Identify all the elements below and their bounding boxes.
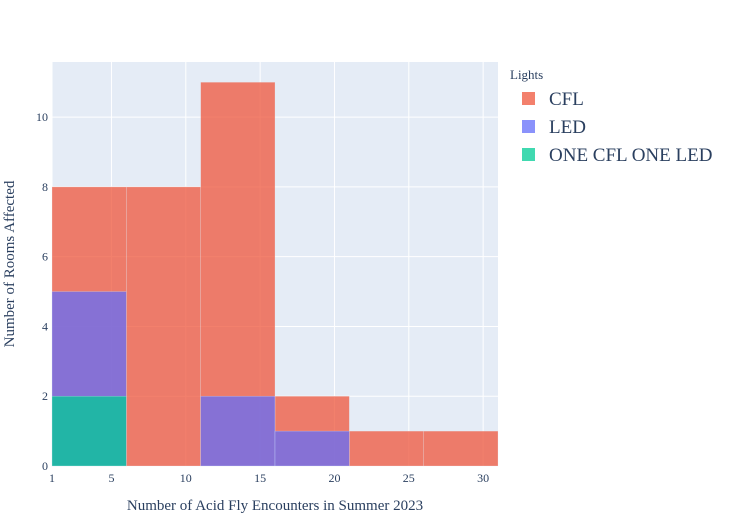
x-tick-label: 25 (403, 471, 415, 485)
bar-one-cfl-one-led[interactable] (51, 395, 127, 467)
bar-cfl[interactable] (126, 186, 201, 467)
legend-item-one-cfl-one-led[interactable]: ONE CFL ONE LED (522, 145, 712, 166)
legend[interactable]: Lights CFL LED ONE CFL ONE LED (510, 67, 712, 166)
y-tick-label: 8 (42, 180, 48, 194)
bar-led[interactable] (200, 395, 276, 467)
y-axis-ticks: 0 2 4 6 8 10 (36, 110, 48, 473)
x-tick-label: 5 (108, 471, 114, 485)
x-tick-label: 1 (49, 471, 55, 485)
bar-cfl[interactable] (423, 430, 499, 467)
legend-title: Lights (510, 67, 543, 82)
y-tick-label: 6 (42, 250, 48, 264)
x-tick-label: 20 (328, 471, 340, 485)
legend-swatch (522, 148, 535, 161)
legend-swatch (522, 92, 535, 105)
legend-label: ONE CFL ONE LED (549, 145, 712, 166)
histogram-bars (51, 81, 499, 467)
x-tick-label: 10 (180, 471, 192, 485)
y-axis-title: Number of Rooms Affected (2, 180, 18, 347)
legend-item-cfl[interactable]: CFL (522, 89, 584, 110)
legend-swatch (522, 120, 535, 133)
x-tick-label: 30 (477, 471, 489, 485)
y-tick-label: 0 (42, 459, 48, 473)
y-tick-label: 10 (36, 110, 48, 124)
x-axis-ticks: 1 5 10 15 20 25 30 (49, 471, 489, 485)
y-tick-label: 4 (42, 319, 48, 333)
bar-led[interactable] (274, 430, 350, 467)
x-tick-label: 15 (254, 471, 266, 485)
bar-cfl[interactable] (349, 430, 424, 467)
x-axis-title: Number of Acid Fly Encounters in Summer … (127, 498, 423, 514)
legend-item-led[interactable]: LED (522, 117, 586, 138)
legend-label: CFL (549, 89, 584, 110)
y-tick-label: 2 (42, 389, 48, 403)
legend-label: LED (549, 117, 586, 138)
